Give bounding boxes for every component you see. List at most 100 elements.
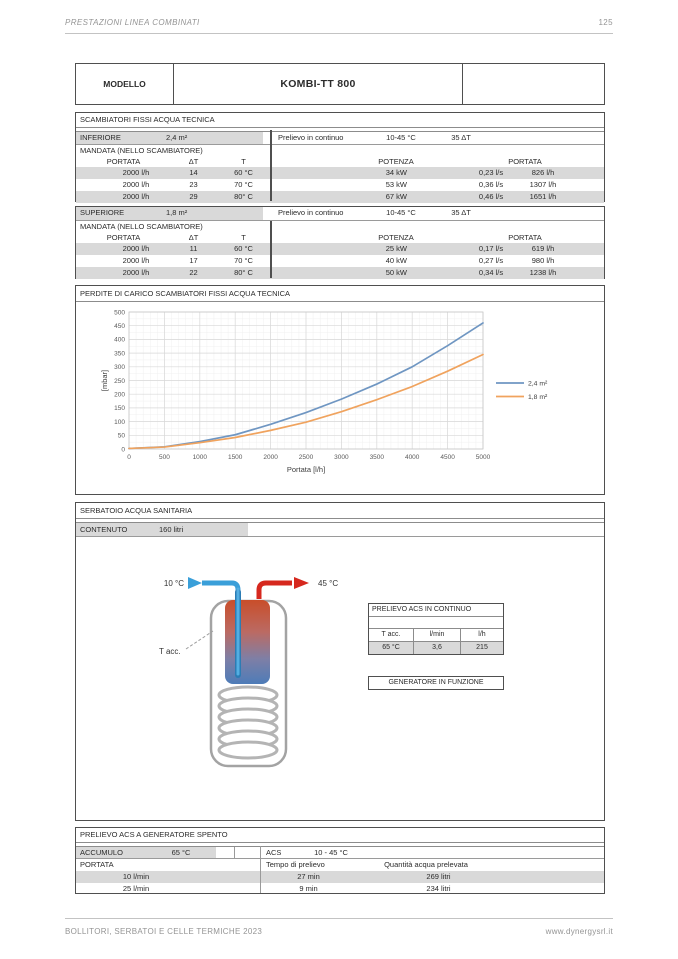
column-header-row: PORTATA Tempo di prelievo Quantità acqua… — [76, 859, 604, 871]
cell-t: 80° C — [234, 192, 253, 201]
header-title: PRESTAZIONI LINEA COMBINATI — [65, 18, 200, 27]
prelievo-label: Prelievo in continuo — [278, 208, 344, 217]
svg-text:100: 100 — [114, 419, 125, 426]
row-divider — [234, 847, 235, 858]
prelievo-acs-title: PRELIEVO ACS IN CONTINUO — [369, 604, 503, 617]
cell-portata: 10 l/min — [122, 872, 150, 881]
cold-inlet-arrow-icon — [188, 577, 202, 589]
cell-tacc: 65 °C — [369, 642, 414, 654]
cell-t: 80° C — [234, 268, 253, 277]
acs-value: 10 - 45 °C — [314, 848, 348, 857]
temp-range: 10-45 °C — [386, 133, 416, 142]
mandata-row: MANDATA (NELLO SCAMBIATORE) — [76, 145, 604, 156]
cell-ls: 0,46 l/s — [478, 192, 504, 201]
col-portata2: PORTATA — [508, 157, 542, 166]
cell-lmin: 3,6 — [414, 642, 461, 654]
accumulo-value: 65 °C — [171, 848, 191, 857]
contenuto-row: CONTENUTO 160 litri — [76, 523, 604, 537]
cell-tempo: 27 min — [297, 872, 320, 881]
footer-left: BOLLITORI, SERBATOI E CELLE TERMICHE 202… — [65, 927, 263, 936]
gray-band — [76, 847, 216, 858]
cell-lh: 826 l/h — [531, 168, 555, 177]
tank-section: SERBATOIO ACQUA SANITARIA CONTENUTO 160 … — [75, 502, 605, 821]
svg-text:450: 450 — [114, 323, 125, 330]
svg-text:50: 50 — [118, 433, 126, 440]
cell-portata: 25 l/min — [122, 884, 150, 893]
exchanger-name: INFERIORE — [80, 133, 121, 142]
model-table: MODELLO KOMBI-TT 800 — [75, 63, 605, 105]
svg-text:5000: 5000 — [476, 454, 491, 461]
table-row: 2000 l/h 22 80° C 50 kW 0,34 l/s 1238 l/… — [76, 267, 604, 279]
svg-text:500: 500 — [159, 454, 170, 461]
cell-quantita: 269 litri — [426, 872, 451, 881]
table-divider — [260, 846, 261, 893]
contenuto-label: CONTENUTO — [80, 525, 128, 534]
contenuto-value: 160 litri — [159, 525, 184, 534]
divider — [76, 843, 604, 847]
empty-row — [369, 617, 503, 629]
cell-portata: 2000 l/h — [122, 192, 150, 201]
cell-t: 70 °C — [234, 256, 253, 265]
acs-label: ACS — [266, 848, 282, 857]
col-t: T — [241, 157, 246, 166]
tank-diagram-area: 10 °C 45 °C T acc. PRELIEVO ACS IN CONTI… — [76, 537, 604, 823]
svg-text:400: 400 — [114, 337, 125, 344]
svg-text:Portata [l/h]: Portata [l/h] — [287, 465, 325, 474]
cell-lh: 980 l/h — [531, 256, 555, 265]
accumulo-row: ACCUMULO 65 °C ACS 10 - 45 °C — [76, 847, 604, 859]
page-number: 125 — [598, 18, 613, 27]
svg-text:1500: 1500 — [228, 454, 243, 461]
svg-text:250: 250 — [114, 378, 125, 385]
coil-heat-exchanger-icon — [217, 685, 279, 760]
model-empty-cell — [463, 64, 604, 104]
table-row: 2000 l/h 11 60 °C 25 kW 0,17 l/s 619 l/h — [76, 243, 604, 255]
col-lh: l/h — [478, 631, 486, 638]
col-portata2: PORTATA — [508, 233, 542, 242]
svg-text:1,8 m²: 1,8 m² — [528, 394, 548, 401]
cell-kw: 25 kW — [385, 244, 407, 253]
table-row: 10 l/min 27 min 269 litri — [76, 871, 604, 883]
cell-ls: 0,27 l/s — [478, 256, 504, 265]
exchanger-section-inferiore: SCAMBIATORI FISSI ACQUA TECNICA INFERIOR… — [75, 112, 605, 203]
divider — [76, 519, 604, 523]
col-dt: ΔT — [188, 157, 199, 166]
col-tempo: Tempo di prelievo — [266, 860, 325, 869]
cell-dt: 14 — [189, 168, 198, 177]
cell-ls: 0,17 l/s — [478, 244, 504, 253]
cell-lh: 215 — [476, 644, 488, 651]
section-title: SCAMBIATORI FISSI ACQUA TECNICA — [76, 113, 604, 128]
section-title: PRELIEVO ACS A GENERATORE SPENTO — [76, 828, 604, 843]
cell-kw: 50 kW — [385, 268, 407, 277]
svg-text:0: 0 — [127, 454, 131, 461]
svg-text:2500: 2500 — [299, 454, 314, 461]
gray-band — [76, 207, 263, 220]
tank-inner-gradient — [225, 600, 270, 684]
cell-dt: 22 — [189, 268, 198, 277]
prelievo-acs-table: PRELIEVO ACS IN CONTINUO T acc. l/min l/… — [368, 603, 504, 655]
cell-quantita: 234 litri — [426, 884, 451, 893]
cell-t: 60 °C — [234, 244, 253, 253]
svg-text:2,4 m²: 2,4 m² — [528, 381, 548, 388]
exchanger-area: 1,8 m² — [166, 208, 188, 217]
prelievo-acs-data-row: 65 °C 3,6 215 — [369, 642, 503, 654]
svg-text:350: 350 — [114, 350, 125, 357]
cell-lh: 1238 l/h — [529, 268, 557, 277]
mandata-label: MANDATA (NELLO SCAMBIATORE) — [80, 222, 203, 231]
table-row: 2000 l/h 17 70 °C 40 kW 0,27 l/s 980 l/h — [76, 255, 604, 267]
section-title: SERBATOIO ACQUA SANITARIA — [76, 503, 604, 519]
chart-title: PERDITE DI CARICO SCAMBIATORI FISSI ACQU… — [76, 286, 604, 302]
page-footer: BOLLITORI, SERBATOI E CELLE TERMICHE 202… — [65, 918, 613, 936]
cell-tempo: 9 min — [299, 884, 318, 893]
col-portata: PORTATA — [106, 233, 141, 242]
cell-dt: 29 — [189, 192, 198, 201]
cell-portata: 2000 l/h — [122, 256, 150, 265]
tacc-leader-line — [185, 630, 214, 650]
hot-temp-label: 45 °C — [318, 579, 338, 588]
temp-range: 10-45 °C — [386, 208, 416, 217]
svg-text:3500: 3500 — [370, 454, 385, 461]
svg-text:4000: 4000 — [405, 454, 420, 461]
cell-t: 70 °C — [234, 180, 253, 189]
cold-inlet-pipe — [202, 580, 241, 597]
svg-text:200: 200 — [114, 392, 125, 399]
